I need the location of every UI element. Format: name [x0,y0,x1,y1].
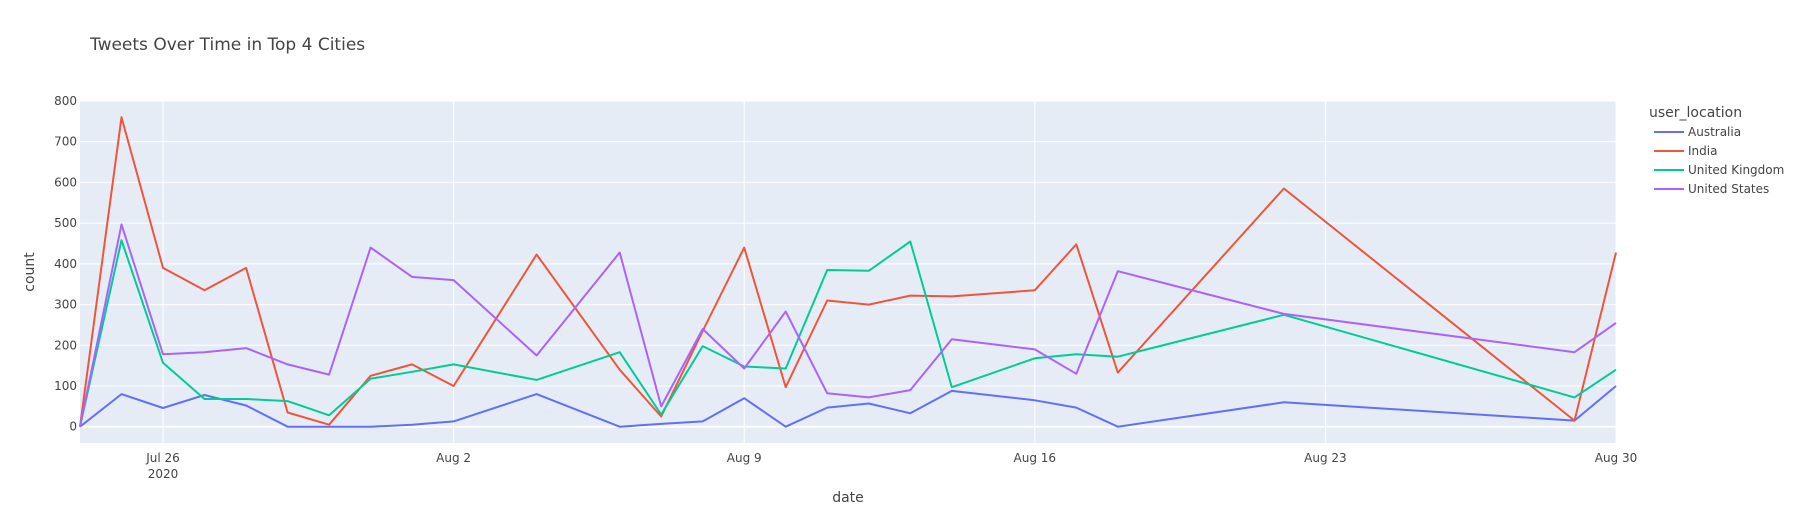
y-tick-label: 200 [54,338,77,352]
x-tick-label: Aug 16 [1014,451,1057,465]
series-lines [79,116,1617,428]
gridlines [80,100,1617,443]
x-axis-title: date [832,490,864,506]
y-tick-label: 300 [54,298,77,312]
series-line-australia [79,385,1617,428]
series-line-india [79,116,1617,427]
x-tick-label: Aug 9 [727,451,762,465]
y-tick-label: 600 [54,175,77,189]
y-tick-label: 400 [54,257,77,271]
plot-area [80,101,1616,443]
legend-title: user_location [1649,105,1742,121]
series-line-united-states [79,223,1617,427]
y-axis-title: count [22,252,38,292]
legend-item-label: United States [1688,182,1769,196]
y-tick-label: 700 [54,135,77,149]
x-axis-ticks: Jul 26 2020 Aug 2 Aug 9 Aug 16 Aug 23 Aug 30 [145,451,1637,481]
x-tick-sublabel: 2020 [148,467,179,481]
legend-item-label: Australia [1688,125,1741,139]
y-tick-label: 800 [54,94,77,108]
legend-item-label: United Kingdom [1688,163,1784,177]
y-tick-label: 500 [54,216,77,230]
legend-item-label: India [1688,144,1717,158]
x-tick-label: Aug 23 [1304,451,1347,465]
y-axis-ticks: 0 100 200 300 400 500 600 700 800 [54,94,77,434]
chart-title: Tweets Over Time in Top 4 Cities [89,35,365,55]
y-tick-label: 100 [54,379,77,393]
y-tick-label: 0 [69,420,77,434]
x-tick-label: Aug 2 [436,451,471,465]
legend: user_location Australia India United Kingd… [1649,105,1784,196]
series-line-united-kingdom [79,239,1617,427]
x-tick-label: Jul 26 [145,451,180,465]
x-tick-label: Aug 30 [1595,451,1638,465]
